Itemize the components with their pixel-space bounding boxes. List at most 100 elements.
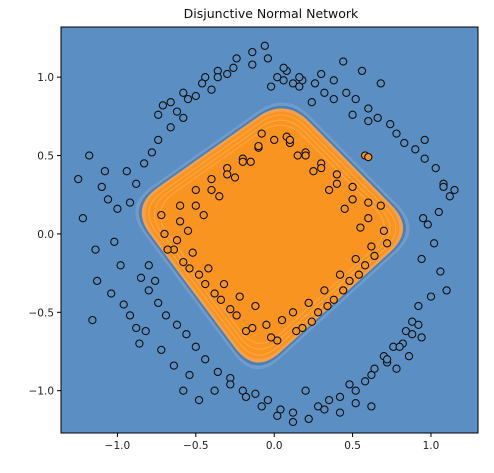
class-0-point — [201, 355, 210, 364]
class-1-point — [376, 201, 385, 210]
class-0-point — [373, 113, 382, 123]
plot-area — [60, 26, 479, 434]
class-0-point — [307, 98, 316, 107]
data-points — [74, 41, 459, 427]
class-0-point — [213, 367, 222, 377]
class-1-point — [288, 308, 298, 317]
class-0-point — [335, 408, 345, 417]
class-0-point — [376, 79, 385, 88]
class-0-point — [88, 315, 97, 325]
class-1-point — [317, 163, 326, 173]
class-0-point — [301, 386, 310, 395]
class-1-point — [210, 289, 219, 298]
class-0-point — [367, 370, 376, 380]
class-1-point — [188, 248, 197, 257]
class-0-point — [139, 159, 149, 168]
class-1-point — [324, 185, 334, 195]
class-1-point — [367, 242, 376, 251]
class-0-point — [436, 267, 445, 276]
class-1-point — [248, 323, 257, 333]
class-1-point — [175, 217, 185, 226]
class-1-point — [246, 157, 255, 166]
class-1-point — [332, 170, 342, 179]
class-0-point — [348, 110, 357, 119]
class-0-point — [92, 276, 102, 286]
class-0-point — [288, 408, 298, 417]
class-1-point — [323, 301, 332, 311]
class-0-point — [125, 311, 135, 320]
class-1-point — [332, 179, 342, 188]
class-0-point — [273, 411, 282, 420]
class-0-point — [364, 116, 373, 126]
class-0-point — [78, 214, 88, 223]
class-0-point — [229, 63, 238, 72]
class-0-point — [345, 380, 354, 389]
class-1-point — [191, 185, 200, 195]
class-1-point — [301, 151, 310, 160]
class-0-point — [339, 57, 348, 66]
class-0-point — [263, 395, 273, 405]
class-1-point — [185, 264, 194, 273]
class-1-point — [230, 173, 240, 182]
class-0-point — [329, 76, 338, 85]
y-tick-label: 1.0 — [37, 72, 54, 84]
class-0-point — [420, 154, 429, 163]
class-1-point — [293, 151, 302, 160]
chart-title: Disjunctive Normal Network — [184, 6, 359, 21]
class-0-point — [317, 69, 326, 79]
class-0-point — [426, 292, 436, 301]
class-0-point — [320, 405, 329, 414]
class-1-point — [292, 326, 301, 336]
class-0-point — [420, 135, 429, 145]
y-tick-label: 0.0 — [37, 229, 54, 241]
class-0-point — [329, 94, 338, 104]
class-0-point — [392, 129, 401, 138]
class-1-point — [382, 239, 392, 248]
class-0-point — [141, 326, 150, 336]
class-0-point — [279, 76, 288, 85]
class-1-point — [235, 292, 244, 301]
class-0-point — [116, 261, 125, 270]
y-tick-label: −1.0 — [29, 386, 55, 398]
class-1-point — [207, 174, 216, 184]
class-0-point — [213, 73, 222, 82]
class-0-point — [183, 94, 193, 104]
class-1-point — [320, 286, 329, 295]
class-1-point — [364, 214, 373, 223]
class-1-point — [304, 298, 313, 308]
class-0-point — [91, 245, 100, 254]
class-0-point — [97, 182, 106, 192]
class-0-point — [74, 174, 83, 184]
class-0-point — [135, 339, 144, 348]
class-0-point — [429, 239, 439, 248]
class-0-point — [445, 192, 454, 201]
class-0-point — [147, 148, 157, 157]
class-0-point — [266, 82, 276, 91]
class-0-point — [122, 167, 131, 176]
class-1-point — [172, 236, 182, 245]
class-1-point — [183, 226, 193, 235]
class-0-point — [157, 345, 166, 355]
class-1-point — [351, 254, 360, 264]
class-0-point — [411, 145, 420, 154]
class-1-point — [223, 170, 232, 179]
class-0-point — [392, 364, 401, 373]
class-0-point — [136, 273, 146, 282]
class-1-point — [379, 226, 389, 235]
class-1-point — [262, 320, 271, 329]
class-0-point — [357, 66, 367, 76]
class-0-point — [295, 73, 304, 82]
class-0-point — [110, 237, 119, 246]
class-1-point — [309, 167, 318, 176]
class-0-point — [288, 79, 298, 88]
x-tick-label: 0.5 — [344, 440, 361, 452]
class-0-point — [207, 85, 216, 94]
class-0-point — [197, 79, 207, 88]
class-1-point — [270, 135, 279, 145]
class-1-point — [251, 301, 260, 311]
class-0-point — [113, 204, 122, 213]
class-0-point — [179, 386, 188, 395]
class-0-point — [166, 123, 175, 132]
class-0-point — [241, 392, 251, 402]
class-1-point — [226, 305, 235, 314]
